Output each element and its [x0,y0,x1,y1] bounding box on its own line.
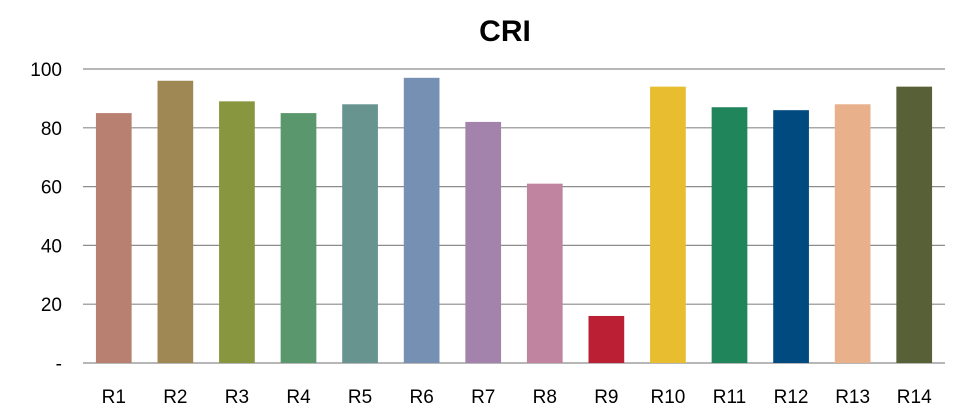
bar-r7 [465,121,502,363]
x-tick-label: R14 [897,387,932,408]
y-tick-label: 40 [41,236,62,257]
x-tick-label: R8 [533,387,557,408]
x-tick-label: R13 [835,387,870,408]
x-tick-label: R12 [774,387,809,408]
x-tick-label: R10 [650,387,685,408]
x-axis: R1 R2 R3 R4 R5 R6 R7 R8 R9 R10 R11 R12 R13 R14 [102,387,932,408]
bar-r13 [834,104,871,363]
x-tick-label: R6 [409,387,433,408]
bar-r2 [157,80,194,363]
bar-r9 [588,315,625,363]
x-tick-label: R7 [471,387,495,408]
bar-r11 [711,107,748,363]
chart-title: CRI [479,15,531,48]
x-tick-label: R11 [713,387,746,408]
y-tick-label: 80 [41,119,62,140]
y-tick-label: - [56,354,62,375]
x-tick-label: R3 [225,387,249,408]
bar-r1 [95,113,132,363]
y-axis: - 20 40 60 80 100 [30,60,62,375]
x-tick-label: R5 [348,387,372,408]
x-tick-label: R1 [102,387,126,408]
y-tick-label: 100 [30,60,62,81]
bar-r4 [280,113,317,363]
bar-r10 [650,86,686,363]
y-tick-label: 60 [41,178,62,199]
bar-r6 [403,77,440,363]
x-tick-label: R9 [594,387,618,408]
bar-r3 [219,101,255,363]
bars [95,77,933,363]
bar-r5 [342,104,378,363]
grid-lines [83,68,945,364]
x-tick-label: R2 [163,387,187,408]
x-tick-label: R4 [286,387,311,408]
bar-r14 [896,86,933,363]
bar-r8 [526,183,563,363]
y-tick-label: 20 [41,295,62,316]
bar-r12 [773,110,809,363]
